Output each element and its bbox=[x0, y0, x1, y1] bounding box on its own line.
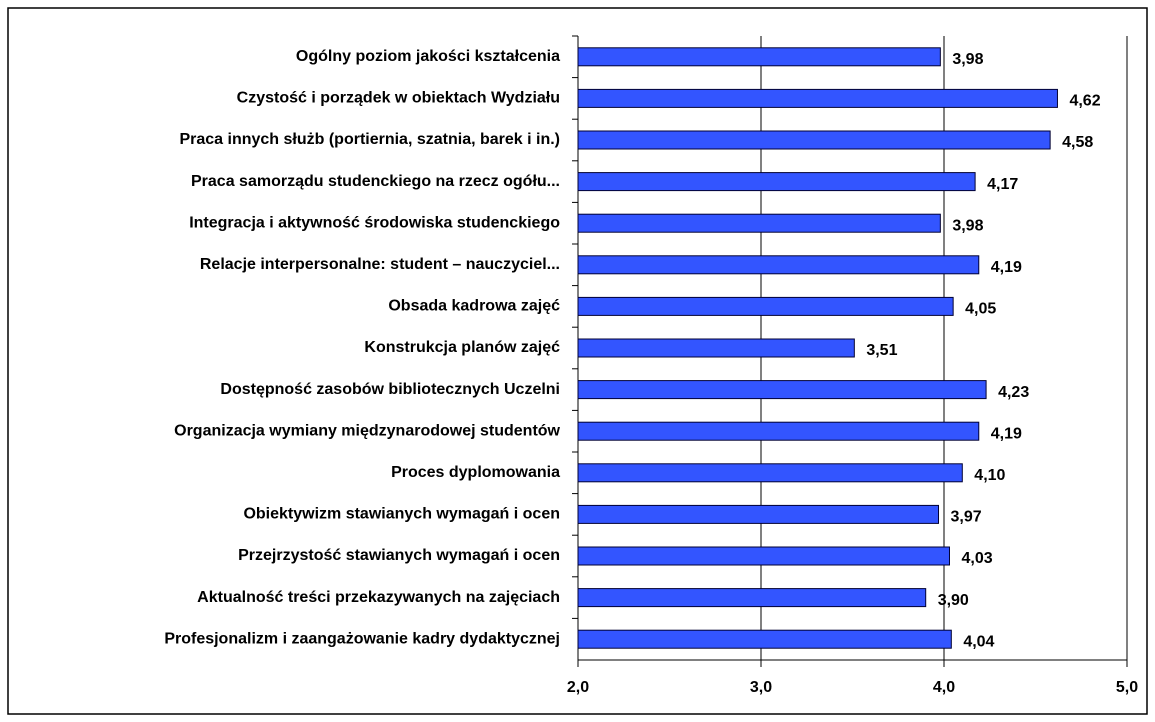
value-label: 4,19 bbox=[991, 259, 1022, 276]
value-label: 3,51 bbox=[866, 342, 897, 359]
y-tick-label: Dostępność zasobów bibliotecznych Uczeln… bbox=[220, 381, 560, 398]
bar bbox=[577, 296, 954, 316]
y-tick-label: Proces dyplomowania bbox=[391, 464, 560, 481]
value-label: 4,17 bbox=[987, 176, 1018, 193]
y-tick-label: Czystość i porządek w obiektach Wydziału bbox=[237, 90, 560, 107]
bar bbox=[577, 88, 1058, 108]
value-label: 4,04 bbox=[963, 633, 994, 650]
y-tick-label: Relacje interpersonalne: student – naucz… bbox=[200, 256, 560, 273]
value-label: 3,90 bbox=[938, 592, 969, 609]
value-label: 3,98 bbox=[952, 51, 983, 68]
value-label: 4,58 bbox=[1062, 134, 1093, 151]
value-label: 4,05 bbox=[965, 301, 996, 318]
y-tick-label: Organizacja wymiany międzynarodowej stud… bbox=[174, 422, 560, 439]
bar bbox=[577, 213, 941, 233]
x-tick-label: 5,0 bbox=[1116, 679, 1138, 696]
y-tick-label: Praca samorządu studenckiego na rzecz og… bbox=[191, 173, 560, 190]
bar bbox=[577, 504, 940, 524]
value-label: 3,97 bbox=[951, 509, 982, 526]
bar bbox=[577, 463, 963, 483]
value-label: 3,98 bbox=[952, 217, 983, 234]
bar bbox=[577, 421, 980, 441]
y-tick-label: Aktualność treści przekazywanych na zaję… bbox=[197, 589, 560, 606]
chart-border bbox=[7, 7, 1148, 715]
x-tick-label: 3,0 bbox=[750, 679, 772, 696]
bar bbox=[577, 47, 941, 67]
bar bbox=[577, 338, 855, 358]
bar bbox=[577, 588, 927, 608]
y-tick-label: Konstrukcja planów zajęć bbox=[364, 339, 560, 356]
bar bbox=[577, 546, 950, 566]
bar bbox=[577, 130, 1051, 150]
y-tick-label: Przejrzystość stawianych wymagań i ocen bbox=[238, 547, 560, 564]
x-tick-label: 4,0 bbox=[933, 679, 955, 696]
bar bbox=[577, 629, 952, 649]
y-tick-label: Obsada kadrowa zajęć bbox=[388, 298, 560, 315]
value-label: 4,19 bbox=[991, 425, 1022, 442]
value-label: 4,10 bbox=[974, 467, 1005, 484]
value-label: 4,23 bbox=[998, 384, 1029, 401]
y-tick-label: Ogólny poziom jakości kształcenia bbox=[296, 48, 560, 65]
y-tick-label: Integracja i aktywność środowiska studen… bbox=[189, 214, 560, 231]
bar bbox=[577, 172, 976, 192]
y-tick-label: Praca innych służb (portiernia, szatnia,… bbox=[179, 131, 560, 148]
y-tick-label: Obiektywizm stawianych wymagań i ocen bbox=[243, 506, 560, 523]
value-label: 4,03 bbox=[961, 550, 992, 567]
bar bbox=[577, 255, 980, 275]
value-label: 4,62 bbox=[1069, 93, 1100, 110]
x-tick-label: 2,0 bbox=[567, 679, 589, 696]
y-tick-label: Profesjonalizm i zaangażowanie kadry dyd… bbox=[164, 630, 560, 647]
bar bbox=[577, 380, 987, 400]
